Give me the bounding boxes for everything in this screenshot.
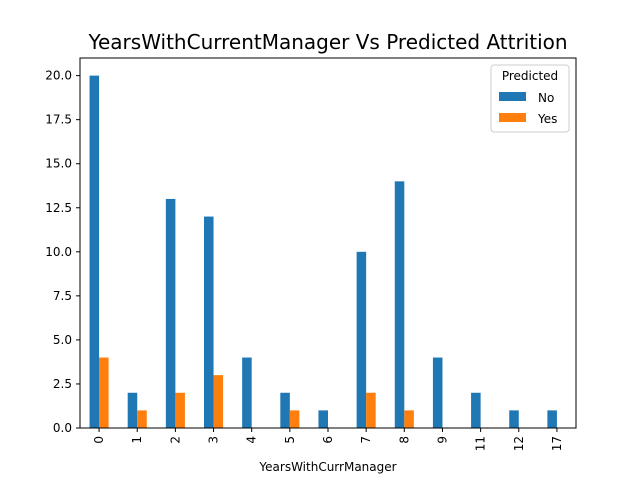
bar-no-3 (204, 216, 214, 428)
legend-title: Predicted (502, 69, 558, 83)
legend-label-no: No (538, 91, 554, 105)
bar-yes-1 (137, 410, 147, 428)
bar-no-11 (471, 392, 481, 428)
bar-yes-7 (366, 392, 376, 428)
y-tick-label: 15.0 (45, 157, 72, 171)
y-tick-label: 10.0 (45, 245, 72, 259)
bar-no-5 (280, 392, 290, 428)
x-axis-label: YearsWithCurrManager (258, 460, 396, 474)
x-tick-label: 7 (359, 436, 373, 444)
x-tick-label: 3 (207, 436, 221, 444)
x-tick-label: 6 (321, 436, 335, 444)
legend: Predicted No Yes (490, 64, 570, 133)
x-tick-label: 9 (435, 436, 449, 444)
bar-no-12 (509, 410, 519, 428)
plot-frame (79, 57, 577, 429)
bar-no-17 (547, 410, 557, 428)
x-tick-label: 8 (397, 436, 411, 444)
y-tick-label: 2.5 (53, 377, 72, 391)
y-tick-label: 5.0 (53, 333, 72, 347)
legend-swatch-no (499, 92, 526, 101)
bar-yes-3 (213, 375, 224, 428)
bars-group (89, 75, 557, 428)
bar-yes-5 (289, 410, 300, 428)
bar-no-9 (432, 357, 443, 428)
bar-no-0 (89, 75, 100, 428)
x-tick-label: 1 (130, 436, 144, 444)
x-tick-label: 2 (168, 436, 182, 444)
bar-yes-2 (175, 392, 185, 428)
y-tick-label: 17.5 (45, 113, 72, 127)
x-tick-label: 0 (92, 436, 106, 444)
x-axis: 0 1 2 3 4 5 6 7 8 9 11 12 17 (92, 428, 564, 451)
y-tick-label: 7.5 (53, 289, 72, 303)
y-axis: 0.0 2.5 5.0 7.5 10.0 12.5 15.0 17.5 20.0 (45, 69, 80, 435)
x-tick-label: 4 (245, 436, 259, 444)
x-tick-label: 11 (474, 436, 488, 451)
x-tick-label: 5 (283, 436, 297, 444)
x-tick-label: 12 (512, 436, 526, 451)
bar-no-6 (318, 410, 328, 428)
y-tick-label: 20.0 (45, 69, 72, 83)
chart-title: YearsWithCurrentManager Vs Predicted Att… (87, 30, 567, 54)
bar-yes-0 (99, 357, 109, 428)
y-tick-label: 12.5 (45, 201, 72, 215)
bar-no-8 (394, 181, 405, 428)
bar-no-2 (165, 198, 176, 428)
y-tick-label: 0.0 (53, 421, 72, 435)
legend-swatch-yes (499, 113, 526, 122)
bar-yes-8 (404, 410, 414, 428)
bar-no-1 (127, 392, 138, 428)
legend-label-yes: Yes (537, 112, 557, 126)
bar-no-4 (242, 357, 252, 428)
bar-no-7 (356, 251, 367, 428)
x-tick-label: 17 (550, 436, 564, 451)
